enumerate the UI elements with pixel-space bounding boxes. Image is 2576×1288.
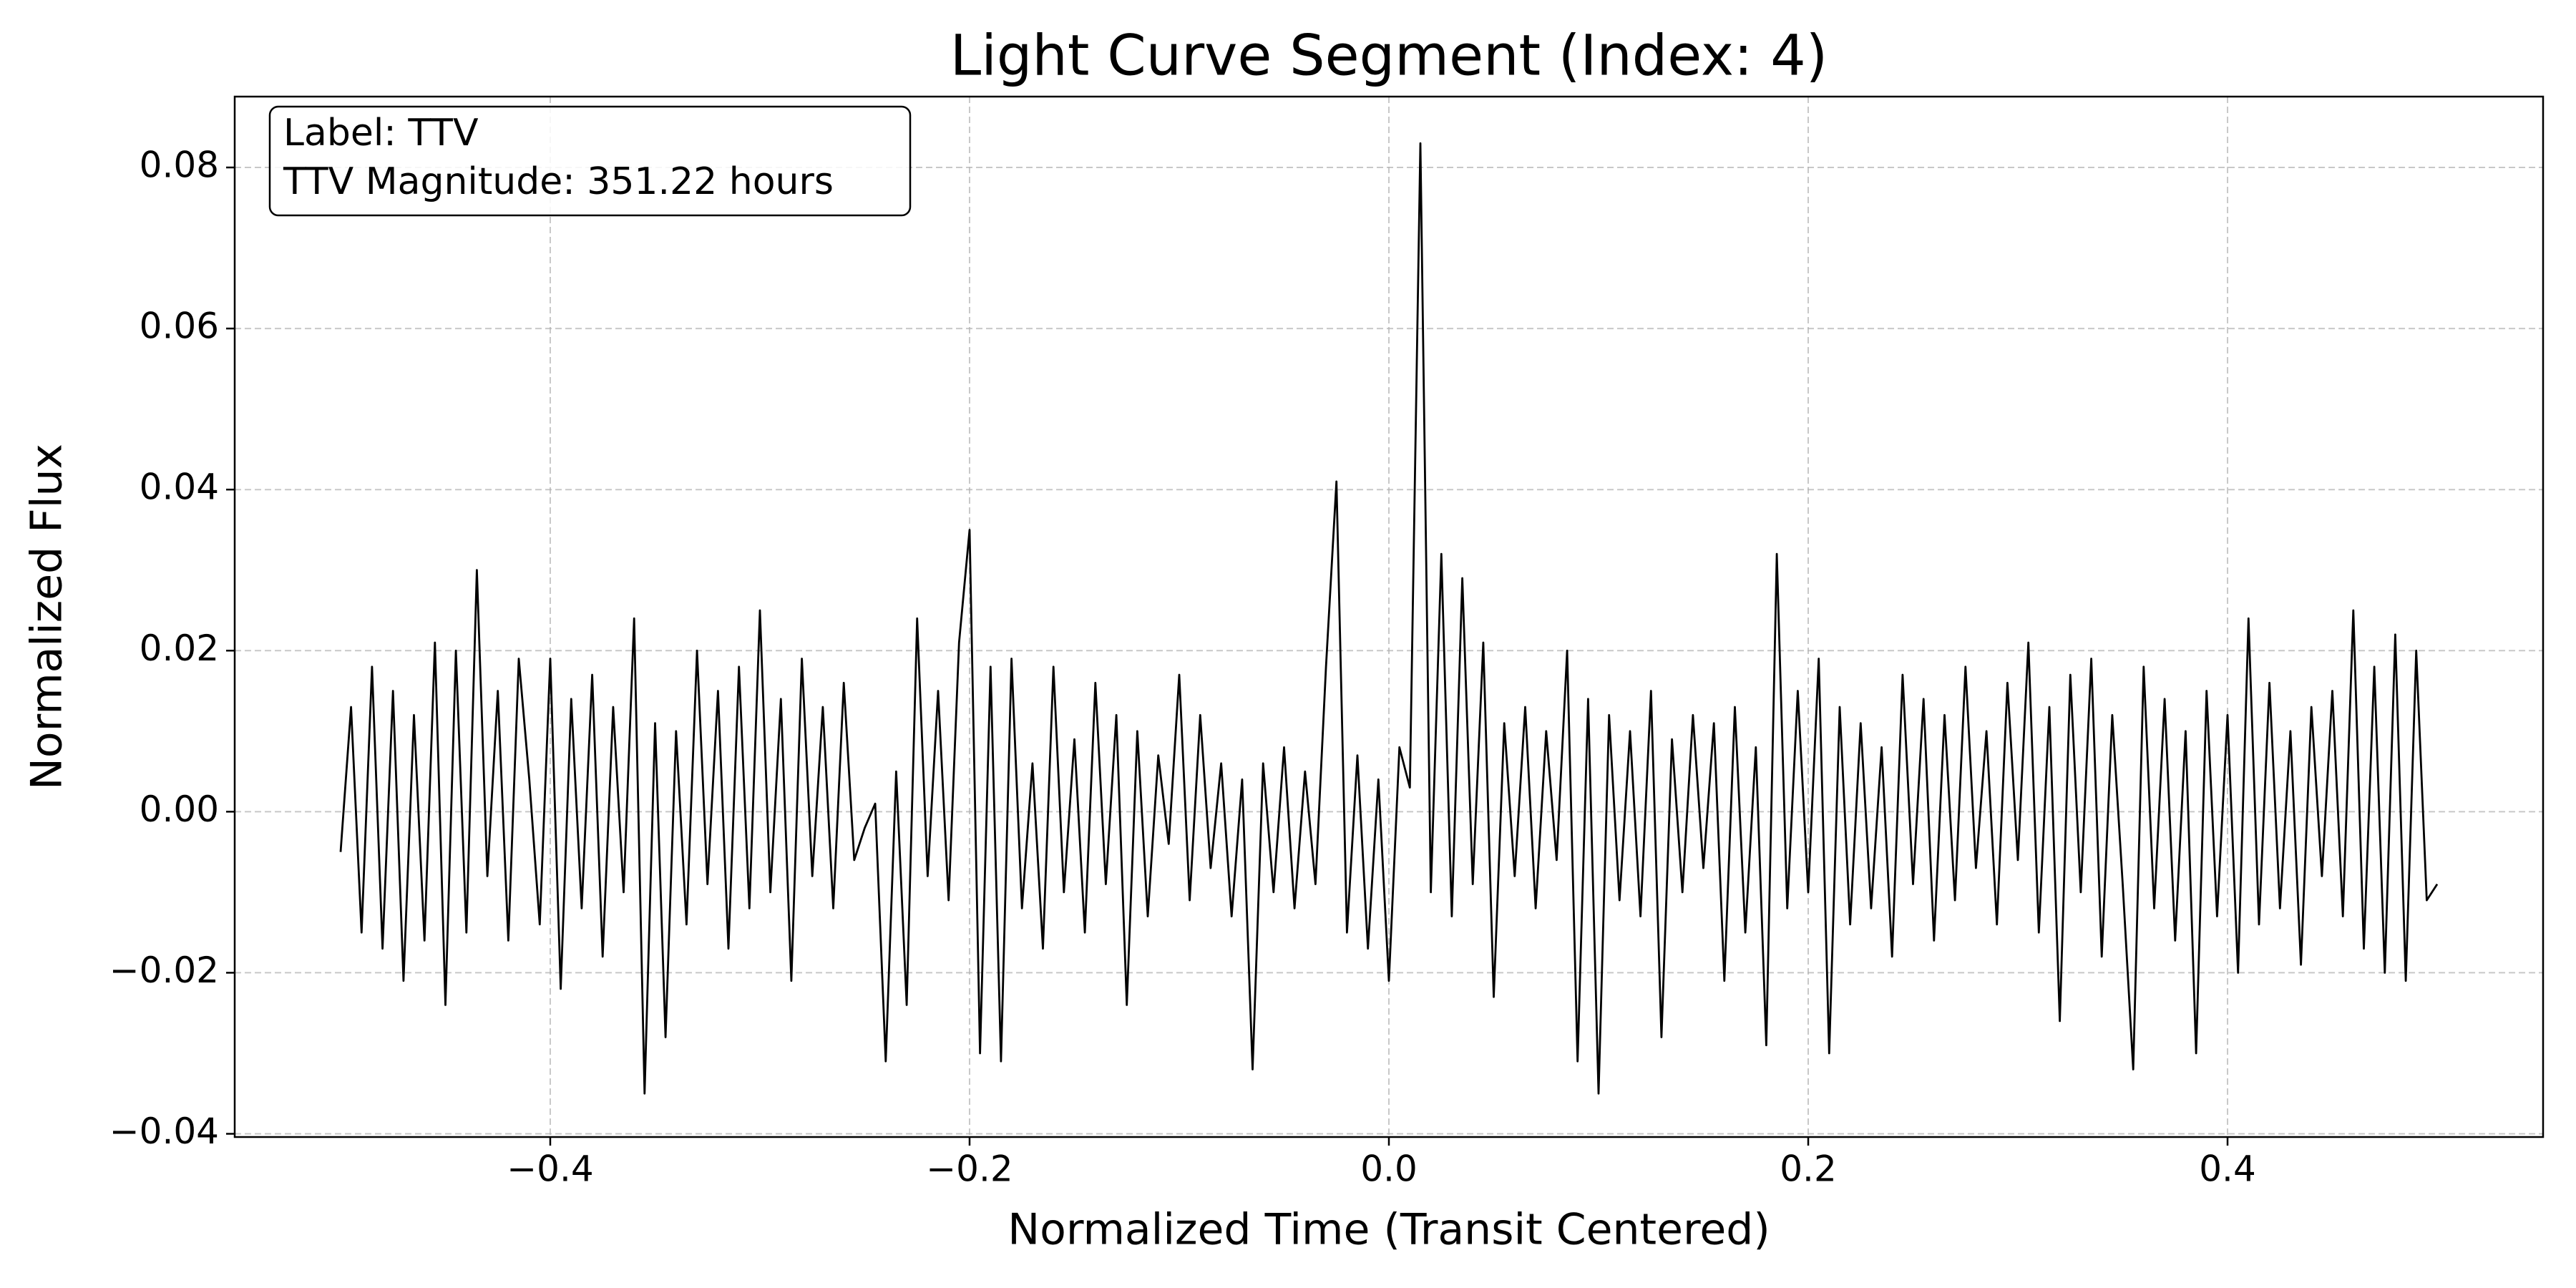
y-tick-label: 0.00 bbox=[140, 789, 219, 830]
y-tick-label: 0.06 bbox=[140, 306, 219, 347]
annotation-box bbox=[268, 105, 912, 217]
x-tick-label: −0.2 bbox=[926, 1148, 1013, 1190]
plot bbox=[339, 142, 2439, 1095]
x-tick-label: 0.0 bbox=[1360, 1148, 1418, 1190]
y-axis-label: Normalized Flux bbox=[22, 444, 72, 790]
y-tick-label: −0.04 bbox=[109, 1111, 219, 1152]
y-tick-label: 0.02 bbox=[140, 628, 219, 669]
chart-title: Light Curve Segment (Index: 4) bbox=[950, 24, 1828, 88]
ticks: −0.4 −0.2 0.0 0.2 0.4 −0.04 −0.02 0.00 0.02 0.04 0… bbox=[109, 145, 2256, 1190]
annotation: Label: TTV bbox=[283, 112, 479, 155]
annotation: TTV Magnitude: 351.22 hours bbox=[283, 160, 834, 203]
x-tick-label: 0.2 bbox=[1780, 1148, 1837, 1190]
x-axis-label: Normalized Time (Transit Centered) bbox=[1008, 1205, 1770, 1255]
line-series bbox=[339, 142, 2439, 1095]
x-tick-label: 0.4 bbox=[2199, 1148, 2256, 1190]
y-tick-label: 0.08 bbox=[140, 145, 219, 186]
y-tick-label: 0.04 bbox=[140, 467, 219, 508]
y-tick-label: −0.02 bbox=[109, 950, 219, 991]
x-tick-label: −0.4 bbox=[507, 1148, 593, 1190]
